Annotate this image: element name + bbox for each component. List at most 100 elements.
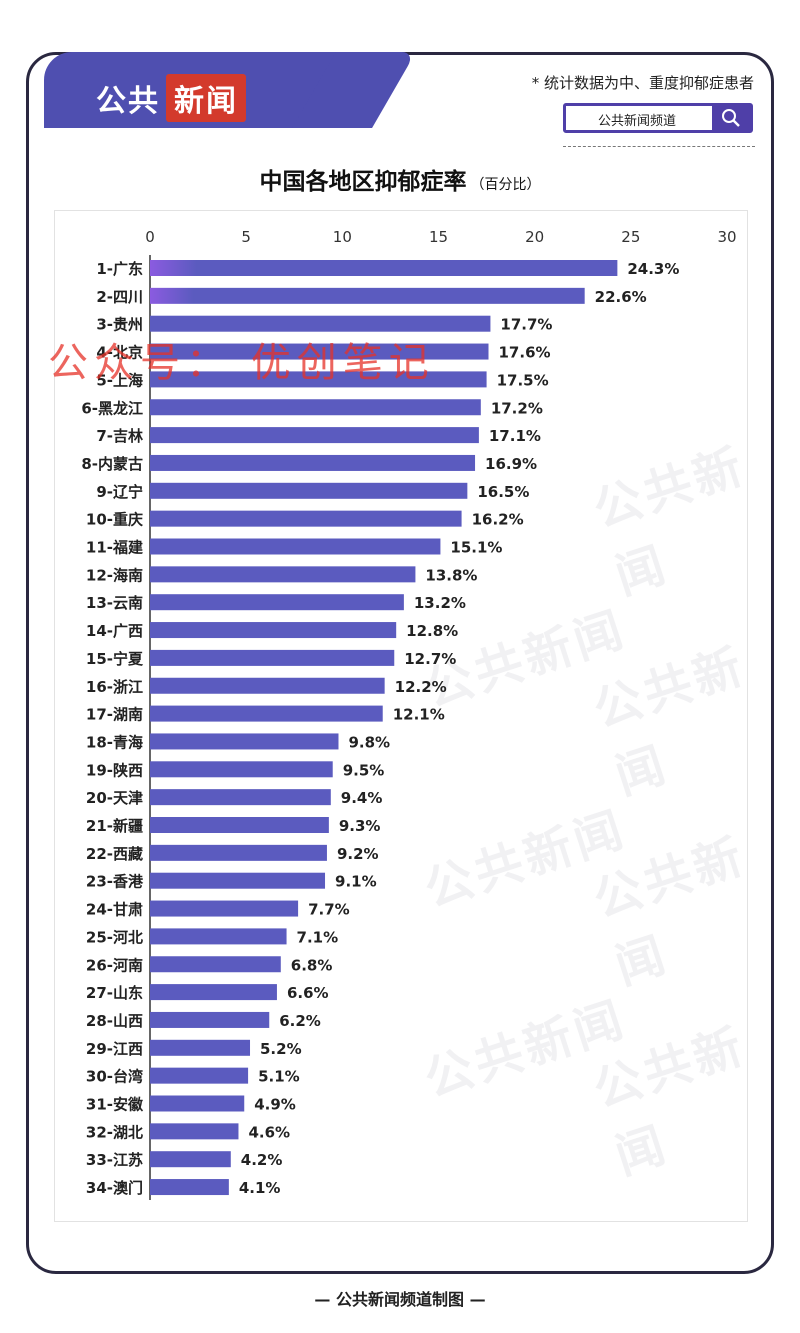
bar xyxy=(150,1095,245,1112)
category-label: 16-浙江 xyxy=(86,678,143,696)
overlay-watermark: 公众号： 优创笔记 xyxy=(48,340,435,386)
category-label: 2-四川 xyxy=(96,288,143,306)
value-label: 9.4% xyxy=(341,789,383,807)
bar xyxy=(150,984,277,1001)
bar xyxy=(150,1179,229,1196)
category-label: 33-江苏 xyxy=(86,1151,143,1169)
value-label: 12.2% xyxy=(395,678,447,696)
category-label: 15-宁夏 xyxy=(86,650,144,668)
category-label: 26-河南 xyxy=(86,956,143,974)
bar xyxy=(150,900,299,917)
bar xyxy=(150,1011,270,1028)
value-label: 4.9% xyxy=(254,1096,296,1114)
value-label: 9.8% xyxy=(348,733,390,751)
category-label: 7-吉林 xyxy=(96,427,144,445)
bar xyxy=(150,315,491,332)
chart-unit: （百分比） xyxy=(470,177,541,193)
bar xyxy=(150,844,327,861)
value-label: 9.5% xyxy=(343,761,385,779)
footer-credit: — 公共新闻频道制图 — xyxy=(314,1290,486,1309)
bar xyxy=(150,1151,231,1168)
category-label: 24-甘肃 xyxy=(86,901,143,919)
value-label: 9.2% xyxy=(337,845,379,863)
category-label: 4-北京 xyxy=(96,344,143,362)
category-label: 10-重庆 xyxy=(86,511,143,529)
value-label: 7.1% xyxy=(297,928,339,946)
category-label: 8-内蒙古 xyxy=(81,455,143,473)
chart-title: 中国各地区抑郁症率 （百分比） xyxy=(0,162,800,196)
value-label: 12.7% xyxy=(404,650,456,668)
bar xyxy=(150,399,481,416)
bar xyxy=(150,260,618,276)
category-label: 17-湖南 xyxy=(86,706,143,724)
category-label: 25-河北 xyxy=(86,928,143,946)
bar xyxy=(150,677,385,694)
x-tick-label: 0 xyxy=(145,228,155,246)
bar xyxy=(150,872,326,889)
value-label: 17.5% xyxy=(497,371,549,389)
bar xyxy=(150,1039,251,1056)
bar xyxy=(150,622,397,639)
x-tick-label: 25 xyxy=(621,228,640,246)
category-label: 9-辽宁 xyxy=(96,483,143,501)
value-label: 5.2% xyxy=(260,1040,302,1058)
category-label: 1-广东 xyxy=(96,260,143,278)
value-label: 6.2% xyxy=(279,1012,321,1030)
bar xyxy=(150,594,404,611)
x-tick-label: 10 xyxy=(333,228,352,246)
category-label: 34-澳门 xyxy=(86,1179,143,1197)
category-label: 11-福建 xyxy=(86,539,144,557)
category-label: 31-安徽 xyxy=(86,1096,144,1114)
value-label: 22.6% xyxy=(595,288,647,306)
bar xyxy=(150,733,339,750)
value-label: 6.6% xyxy=(287,984,329,1002)
category-label: 13-云南 xyxy=(86,594,143,612)
bar xyxy=(150,928,287,945)
bar xyxy=(150,956,281,973)
bar xyxy=(150,343,489,360)
category-label: 18-青海 xyxy=(86,733,143,751)
bar xyxy=(150,817,329,833)
category-label: 22-西藏 xyxy=(86,845,143,863)
category-label: 19-陕西 xyxy=(86,761,143,779)
bar xyxy=(150,538,441,555)
value-label: 7.7% xyxy=(308,901,350,919)
value-label: 4.6% xyxy=(248,1123,290,1141)
search-box[interactable]: 公共新闻频道 xyxy=(563,103,753,133)
bar xyxy=(150,789,331,806)
header-divider xyxy=(563,146,755,147)
value-label: 17.6% xyxy=(499,344,551,362)
value-label: 5.1% xyxy=(258,1068,300,1086)
category-label: 3-贵州 xyxy=(96,316,143,334)
x-tick-label: 30 xyxy=(717,228,736,246)
category-label: 29-江西 xyxy=(86,1040,143,1058)
bar xyxy=(150,1123,239,1140)
data-note: * 统计数据为中、重度抑郁症患者 xyxy=(531,74,754,92)
logo-text-xinwen: 新闻 xyxy=(166,74,246,122)
bar xyxy=(150,482,468,499)
bar xyxy=(150,1067,249,1084)
bar xyxy=(150,510,462,527)
bar xyxy=(150,705,383,722)
chart-title-text: 中国各地区抑郁症率 xyxy=(259,169,467,195)
bar xyxy=(150,427,479,444)
value-label: 6.8% xyxy=(291,956,333,974)
x-tick-label: 5 xyxy=(241,228,251,246)
x-tick-label: 20 xyxy=(525,228,544,246)
value-label: 17.1% xyxy=(489,427,541,445)
value-label: 17.7% xyxy=(500,316,552,334)
category-label: 30-台湾 xyxy=(86,1068,143,1086)
category-label: 23-香港 xyxy=(86,873,144,891)
search-button[interactable] xyxy=(712,106,750,130)
value-label: 13.2% xyxy=(414,594,466,612)
value-label: 9.3% xyxy=(339,817,381,835)
search-text: 公共新闻频道 xyxy=(598,114,677,129)
x-tick-label: 15 xyxy=(429,228,448,246)
category-label: 32-湖北 xyxy=(86,1123,143,1141)
category-label: 14-广西 xyxy=(86,622,143,640)
category-label: 5-上海 xyxy=(96,371,143,389)
value-label: 24.3% xyxy=(627,260,679,278)
value-label: 4.2% xyxy=(241,1151,283,1169)
category-label: 6-黑龙江 xyxy=(81,399,143,417)
